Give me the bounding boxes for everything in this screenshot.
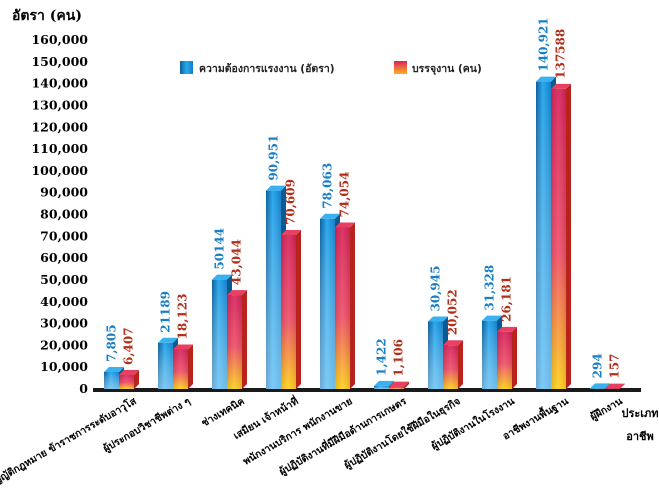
legend-swatch-placed — [394, 61, 407, 74]
legend: ความต้องการแรงงาน (อัตรา) บรรจุงาน (คน) — [180, 61, 482, 76]
category-label: ผู้ฝึกงาน — [588, 395, 625, 424]
legend-swatch-demand — [180, 61, 193, 74]
data-label-placed: 74,054 — [338, 172, 352, 218]
y-axis-ticks: 0 10,000 20,000 30,000 40,000 50,000 60,000 70,… — [31, 32, 88, 396]
bar-placed — [173, 344, 193, 389]
y-tick-label: 40,000 — [40, 294, 88, 309]
x-axis-baseline — [93, 388, 641, 392]
legend-label-demand: ความต้องการแรงงาน (อัตรา) — [199, 62, 335, 75]
data-label-placed: 137588 — [554, 29, 568, 79]
y-tick-label: 90,000 — [40, 185, 88, 200]
category-label: ผู้ประกอบวิชาชีพต่าง ๆ — [101, 395, 193, 456]
data-label-demand: 21189 — [159, 291, 173, 333]
data-label-placed: 6,407 — [122, 327, 136, 365]
y-tick-label: 160,000 — [31, 32, 88, 47]
data-label-placed: 70,609 — [284, 179, 298, 225]
data-label-placed: 18,123 — [176, 294, 190, 340]
x-axis-title-line-1: ประเภท — [621, 407, 658, 420]
y-tick-label: 130,000 — [31, 97, 88, 112]
category-labels: ผู้บัญญัติกฎหมาย ข้าราชการระดับอาวุโสผู้… — [0, 393, 625, 489]
category-label: ผู้ปฏิบัติงานในโรงงาน — [429, 394, 517, 453]
data-label-demand: 294 — [591, 353, 605, 378]
data-label-demand: 90,951 — [267, 135, 281, 181]
data-label-placed: 43,044 — [230, 239, 244, 285]
bar-placed — [335, 222, 355, 389]
bar-placed — [389, 381, 409, 389]
y-tick-label: 120,000 — [31, 119, 88, 134]
y-tick-label: 110,000 — [31, 141, 88, 156]
x-axis-title-line-2: อาชีพ — [626, 430, 654, 443]
data-label-demand: 7,805 — [105, 324, 119, 362]
data-label-demand: 78,063 — [321, 163, 335, 209]
bar-placed — [497, 326, 517, 389]
data-label-demand: 30,945 — [429, 266, 443, 312]
category-label: ช่างเทคนิค — [199, 395, 246, 429]
y-tick-label: 30,000 — [40, 316, 88, 331]
data-label-demand: 31,328 — [483, 265, 497, 311]
y-tick-label: 80,000 — [40, 207, 88, 222]
bar-placed — [119, 370, 139, 389]
y-tick-label: 50,000 — [40, 272, 88, 287]
data-label-demand: 1,422 — [375, 338, 389, 376]
data-label-demand: 50144 — [213, 228, 227, 270]
data-label-placed: 1,106 — [392, 339, 406, 377]
y-tick-label: 10,000 — [40, 359, 88, 374]
bar-placed — [605, 383, 625, 389]
y-tick-label: 0 — [79, 381, 88, 396]
y-tick-label: 70,000 — [40, 228, 88, 243]
data-label-demand: 140,921 — [537, 17, 551, 71]
legend-label-placed: บรรจุงาน (คน) — [412, 63, 482, 76]
y-tick-label: 60,000 — [40, 250, 88, 265]
data-label-placed: 20,052 — [446, 289, 460, 335]
y-tick-label: 140,000 — [31, 76, 88, 91]
bar-placed — [281, 229, 301, 389]
data-label-placed: 26,181 — [500, 276, 514, 322]
baseline-bar — [93, 388, 641, 392]
y-axis-label: อัตรา (คน) — [12, 8, 82, 24]
bar-placed — [227, 290, 247, 389]
y-tick-label: 100,000 — [31, 163, 88, 178]
y-tick-label: 150,000 — [31, 54, 88, 69]
bar-placed — [551, 83, 571, 390]
data-label-placed: 157 — [608, 354, 622, 379]
bars — [104, 76, 625, 390]
y-tick-label: 20,000 — [40, 337, 88, 352]
data-labels: 7,805 6,407 21189 18,123 50144 43,044 90,95170… — [105, 17, 622, 378]
bar-placed — [443, 340, 463, 389]
